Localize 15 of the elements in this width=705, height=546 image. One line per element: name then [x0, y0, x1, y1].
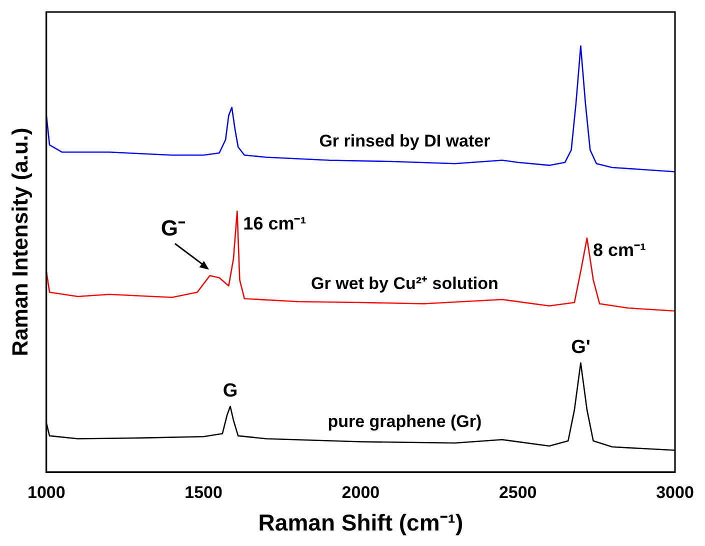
x-tick-label: 1000	[27, 482, 66, 502]
annotation: 16 cm⁻¹	[243, 213, 306, 234]
series-label: pure graphene (Gr)	[328, 412, 482, 431]
x-tick-label: 2000	[342, 482, 380, 502]
x-tick-label: 1500	[184, 482, 222, 502]
annotation: G	[222, 380, 238, 402]
series-label: Gr rinsed by DI water	[319, 132, 491, 150]
annotation: 8 cm⁻¹	[592, 240, 646, 260]
y-axis-title: Raman Intensity (a.u.)	[7, 128, 32, 356]
annotation: G'	[571, 336, 590, 358]
annotation: G⁻	[160, 216, 186, 241]
series-label: Gr wet by Cu²⁺ solution	[311, 274, 498, 293]
x-tick-label: 3000	[656, 482, 694, 502]
x-tick-label: 2500	[498, 482, 537, 502]
x-axis-title: Raman Shift (cm⁻¹)	[258, 510, 464, 536]
